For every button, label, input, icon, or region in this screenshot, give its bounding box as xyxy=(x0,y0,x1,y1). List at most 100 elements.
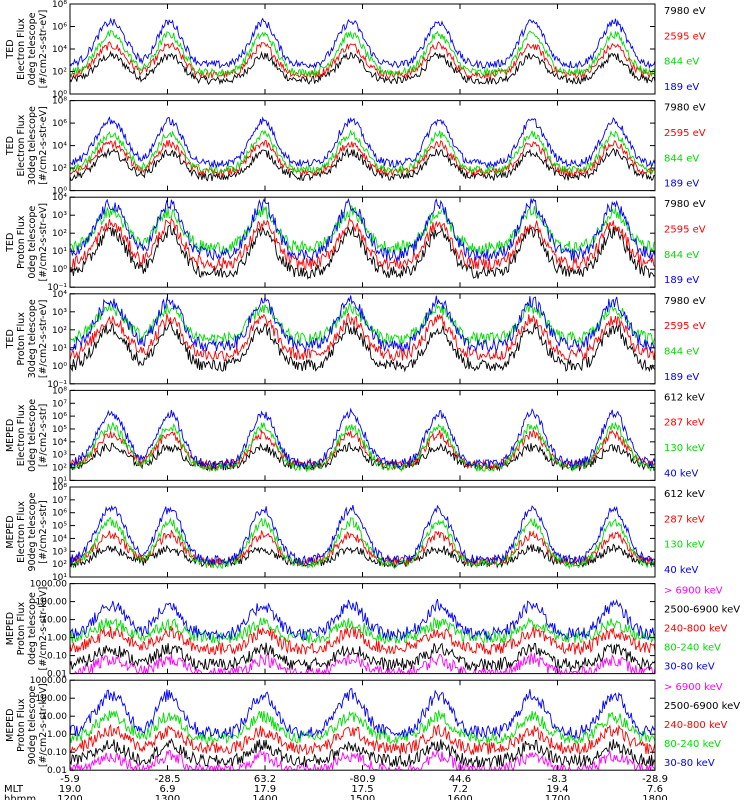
legend-entry: 40 keV xyxy=(664,565,698,576)
y-tick-label: 10.00 xyxy=(41,616,67,626)
x-axis-value: -28.5 xyxy=(155,774,181,785)
y-tick-label: 10³ xyxy=(52,451,67,461)
legend-entry: 30-80 keV xyxy=(664,758,715,769)
x-axis-value: 1500 xyxy=(350,794,375,800)
x-axis-value: 7.2 xyxy=(452,784,468,795)
y-tick-label: 1.00 xyxy=(47,730,67,740)
series-line-4-1 xyxy=(69,320,656,373)
legend-entry: 7980 eV xyxy=(664,6,706,17)
series-line-6-1 xyxy=(69,543,656,569)
legend-entry: 2595 eV xyxy=(664,321,706,332)
y-axis-label: 90deg telescope xyxy=(27,686,38,765)
legend-entry: > 6900 keV xyxy=(664,682,723,693)
y-axis-label: MEPED xyxy=(5,709,16,742)
y-tick-label: 10² xyxy=(52,229,67,239)
legend-entry: 240-800 keV xyxy=(664,720,728,731)
y-tick-label: 0.01 xyxy=(47,670,67,680)
series-line-5-3 xyxy=(69,421,656,473)
x-axis-row-label: MLT xyxy=(4,784,24,795)
y-axis-label: Proton Flux xyxy=(16,602,27,656)
series-line-7-3 xyxy=(69,625,656,656)
legend-entry: 130 keV xyxy=(664,443,705,454)
y-tick-label: 10⁴ xyxy=(52,142,67,152)
y-axis-label: TED xyxy=(5,39,16,59)
series-line-1-2 xyxy=(69,41,656,80)
legend-entry: 80-240 keV xyxy=(664,643,721,654)
x-axis-value: 1300 xyxy=(155,794,180,800)
series-line-7-2 xyxy=(69,642,656,673)
y-axis-label: [#/cm2-s-str-eV] xyxy=(38,106,49,185)
y-axis-label: TED xyxy=(5,329,16,349)
legend-entry: 844 eV xyxy=(664,346,699,357)
y-tick-label: 10⁴ xyxy=(52,438,67,448)
y-tick-label: 10⁸ xyxy=(52,483,67,493)
panel-1: 10⁰ 10² 10⁴ 10⁶ 10⁸ TED Electron Flux 0deg tele… xyxy=(5,0,706,100)
series-line-2-4 xyxy=(69,116,656,169)
y-tick-label: 10⁻¹ xyxy=(47,283,67,293)
y-tick-label: 10⁶ xyxy=(52,412,67,422)
y-axis-label: 0deg telescope xyxy=(27,399,38,472)
legend-entry: 189 eV xyxy=(664,275,699,286)
y-axis-label: [#/cm2-s-str] xyxy=(38,404,49,467)
y-axis-label: Proton Flux xyxy=(16,215,27,269)
legend-entry: 189 eV xyxy=(664,179,699,190)
y-tick-label: 100.00 xyxy=(36,598,68,608)
legend-entry: 287 keV xyxy=(664,418,705,429)
panel-4: 10⁻¹ 10⁰ 10¹ 10² 10³ 10⁴ TED Proton Flux 30deg t… xyxy=(5,290,706,390)
y-tick-label: 1.00 xyxy=(47,634,67,644)
y-axis-label: [#/cm2-s-str-keV] xyxy=(38,683,49,767)
legend-entry: 30-80 keV xyxy=(664,662,715,673)
series-line-6-4 xyxy=(69,504,656,566)
series-line-5-4 xyxy=(69,407,656,470)
x-axis-value: 19.0 xyxy=(59,784,81,795)
y-axis-label: [#/cm2-s-str-eV] xyxy=(38,203,49,282)
legend-entry: 2595 eV xyxy=(664,128,706,139)
y-axis-label: [#/cm2-s-str] xyxy=(38,500,49,563)
y-axis-label: MEPED xyxy=(5,419,16,452)
legend-entry: 2500-6900 keV xyxy=(664,605,740,616)
y-tick-label: 10⁶ xyxy=(52,119,67,129)
y-axis-label: 0deg telescope xyxy=(27,206,38,279)
y-tick-label: 10⁶ xyxy=(52,23,67,33)
series-line-6-3 xyxy=(69,516,656,570)
series-line-4-4 xyxy=(69,295,656,353)
y-tick-label: 1000.00 xyxy=(30,676,67,686)
panel-2: 10⁰ 10² 10⁴ 10⁶ 10⁸ TED Electron Flux 30deg tel… xyxy=(5,97,706,197)
y-tick-label: 10² xyxy=(52,164,67,174)
legend-entry: 844 eV xyxy=(664,57,699,68)
x-axis-value: -5.9 xyxy=(60,774,80,785)
y-tick-label: 10.00 xyxy=(41,712,67,722)
panel-5: 10¹ 10² 10³ 10⁴ 10⁵ 10⁶ 10⁷ 10⁸ MEPED Electron Fl… xyxy=(5,386,705,486)
y-tick-label: 0.10 xyxy=(47,652,67,662)
panel-8: 0.01 0.10 1.00 10.00 100.00 1000.00 MEPED Proto… xyxy=(5,676,740,776)
x-axis-value: -8.3 xyxy=(548,774,568,785)
y-tick-label: 10⁷ xyxy=(52,399,67,409)
y-tick-label: 10⁶ xyxy=(52,509,67,519)
series-line-7-5 xyxy=(69,598,656,642)
y-axis-label: Electron Flux xyxy=(16,114,27,176)
legend-entry: 612 keV xyxy=(664,392,705,403)
y-tick-label: 10¹ xyxy=(52,247,67,257)
y-axis-label: Electron Flux xyxy=(16,18,27,80)
series-line-8-4 xyxy=(69,709,656,746)
y-tick-label: 10⁸ xyxy=(52,97,67,107)
x-axis-value: 44.6 xyxy=(449,774,471,785)
series-line-3-4 xyxy=(69,197,656,263)
legend-entry: 80-240 keV xyxy=(664,739,721,750)
series-line-2-2 xyxy=(69,139,656,179)
legend-entry: 7980 eV xyxy=(664,103,706,114)
x-axis-value: 1400 xyxy=(252,794,277,800)
y-axis-label: Proton Flux xyxy=(16,698,27,752)
y-tick-label: 10³ xyxy=(52,547,67,557)
y-axis-label: Electron Flux xyxy=(16,404,27,466)
y-axis-label: TED xyxy=(5,136,16,156)
y-tick-label: 10³ xyxy=(52,211,67,221)
y-tick-label: 10⁴ xyxy=(52,193,67,203)
y-tick-label: 10⁻¹ xyxy=(47,380,67,390)
x-axis-value: -80.9 xyxy=(350,774,376,785)
legend-entry: 40 keV xyxy=(664,468,698,479)
x-axis-value: 19.4 xyxy=(546,784,568,795)
legend-entry: 7980 eV xyxy=(664,296,706,307)
y-tick-label: 100.00 xyxy=(36,694,68,704)
